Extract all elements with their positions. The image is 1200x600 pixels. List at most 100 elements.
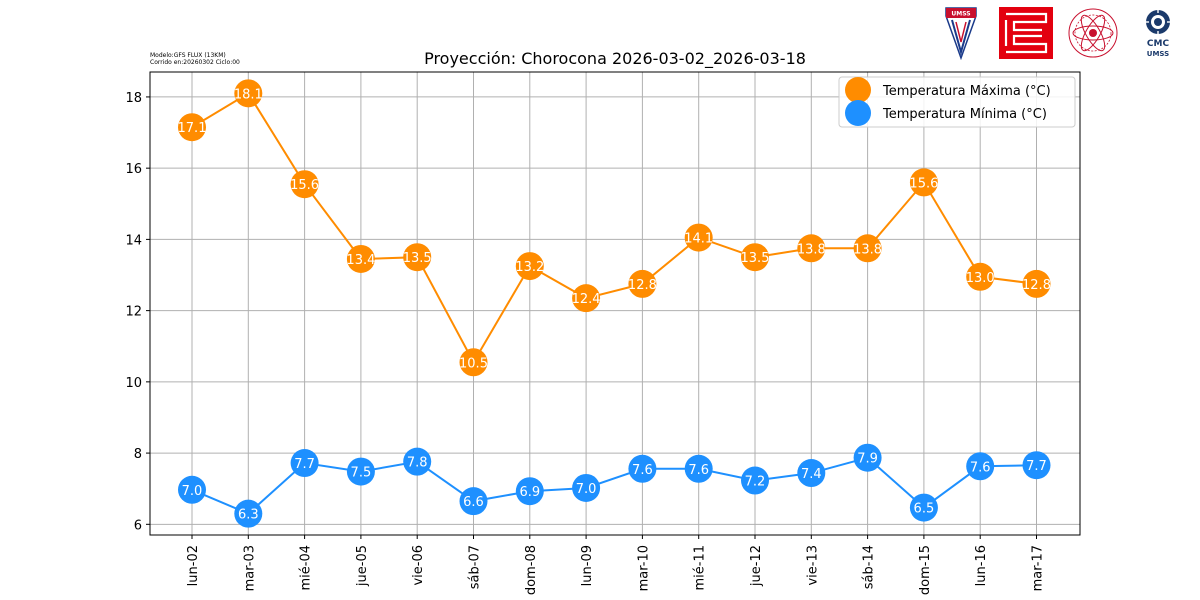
legend-box: [838, 76, 1076, 128]
data-label: 7.6: [632, 463, 653, 478]
legend-label: Temperatura Máxima (°C): [882, 84, 1051, 99]
x-tick-label: mar-10: [636, 545, 651, 591]
data-label: 7.6: [970, 460, 991, 475]
data-point: [966, 452, 995, 481]
data-label: 7.0: [182, 484, 203, 499]
data-point: [403, 447, 432, 476]
model-line: Modelo:GFS FLUX (13KM): [150, 52, 226, 59]
data-label: 6.5: [914, 502, 935, 517]
data-point: [290, 449, 319, 478]
y-tick-label: 6: [134, 518, 142, 533]
series-line: [191, 92, 1037, 365]
x-tick-label: lun-02: [186, 545, 201, 586]
data-point: [515, 477, 544, 506]
x-tick-label: dom-15: [918, 545, 933, 595]
series-layer: 17.1 18.1 15.6 13.4 13.5 10.5 13.2 12.4 12.8 14.1…: [178, 79, 1051, 528]
data-point: [403, 243, 432, 272]
data-point: [346, 457, 375, 486]
chart-title: Proyección: Chorocona 2026-03-02_2026-03…: [424, 49, 806, 69]
x-tick-label: vie-06: [411, 545, 426, 586]
data-point: [346, 244, 375, 273]
y-tick-label: 8: [134, 447, 142, 462]
umss-shield-logo: UMSS: [945, 7, 977, 60]
faculty-seal-logo: [1068, 8, 1118, 58]
data-point: [797, 459, 826, 488]
x-tick-label: dom-08: [524, 545, 539, 595]
data-label: 7.0: [576, 482, 597, 497]
data-point: [966, 262, 995, 291]
data-point: [909, 168, 938, 197]
data-label: 13.8: [797, 242, 826, 257]
umss-label: UMSS: [951, 11, 970, 18]
data-label: 13.4: [346, 253, 375, 268]
y-tick-label: 18: [125, 91, 142, 106]
data-label: 7.5: [351, 466, 372, 481]
legend-marker: [845, 100, 871, 126]
data-label: 7.7: [1026, 459, 1047, 474]
data-label: 12.8: [1022, 278, 1051, 293]
data-point: [628, 269, 657, 298]
legend-marker: [845, 77, 871, 103]
data-point: [741, 466, 769, 495]
grid: [150, 72, 1080, 535]
engineering-maze-logo: [999, 7, 1053, 59]
cmc-sub-label: UMSS: [1147, 50, 1169, 58]
y-tick-label: 14: [125, 233, 142, 248]
institution-logos: UMSS CMC UMSS: [940, 6, 1200, 62]
series-max-temperature: 17.1 18.1 15.6 13.4 13.5 10.5 13.2 12.4 12.8 14.1…: [178, 79, 1051, 377]
run-line: Corrido en:20260302 Ciclo:00: [150, 59, 240, 66]
data-point: [234, 499, 263, 528]
x-tick-label: mié-11: [693, 545, 708, 591]
data-point: [572, 473, 601, 502]
data-point: [1022, 269, 1051, 298]
data-label: 7.4: [801, 467, 822, 482]
data-label: 7.7: [294, 457, 315, 472]
x-tick-label: jue-05: [355, 545, 370, 587]
data-label: 15.6: [909, 176, 938, 191]
data-point: [459, 348, 488, 377]
data-label: 17.1: [178, 121, 207, 136]
axes: lun-02 mar-03 mié-04 jue-05 vie-06 sáb-07 dom-…: [125, 91, 1045, 595]
data-point: [909, 493, 938, 522]
series-line: [191, 456, 1037, 515]
data-point: [853, 443, 882, 472]
data-label: 13.0: [966, 271, 995, 286]
data-point: [178, 475, 206, 504]
x-tick-label: sáb-14: [862, 545, 877, 589]
data-point: [178, 113, 206, 142]
data-label: 13.5: [403, 251, 432, 266]
data-point: [290, 170, 319, 199]
data-point: [234, 79, 263, 108]
y-tick-label: 10: [125, 376, 142, 391]
x-tick-label: lun-09: [580, 545, 595, 586]
data-point: [459, 487, 488, 516]
legend-label: Temperatura Mínima (°C): [882, 107, 1047, 122]
data-point: [1022, 451, 1051, 480]
legend: Temperatura Máxima (°C) Temperatura Mínim…: [838, 76, 1076, 128]
model-run-note: Modelo:GFS FLUX (13KM) Corrido en:202603…: [150, 52, 240, 66]
data-point: [684, 454, 713, 483]
data-label: 7.2: [745, 475, 766, 490]
data-label: 13.5: [741, 251, 770, 266]
data-label: 6.9: [519, 485, 540, 500]
data-point: [853, 234, 882, 263]
y-tick-label: 12: [125, 305, 142, 320]
x-tick-label: vie-13: [805, 545, 820, 586]
x-tick-label: lun-16: [974, 545, 989, 586]
data-label: 12.8: [628, 278, 657, 293]
cmc-label: CMC: [1147, 39, 1170, 49]
data-label: 15.6: [290, 178, 319, 193]
data-point: [515, 252, 544, 281]
data-label: 18.1: [234, 87, 263, 102]
x-tick-label: mié-04: [299, 545, 314, 591]
data-label: 14.1: [684, 232, 713, 247]
plot-frame: [149, 71, 1081, 536]
data-label: 7.6: [688, 463, 709, 478]
cmc-umss-logo: CMC UMSS: [1146, 10, 1170, 58]
x-tick-label: mar-03: [242, 545, 257, 591]
data-label: 6.6: [463, 495, 484, 510]
x-tick-label: jue-12: [749, 545, 764, 587]
x-tick-label: mar-17: [1031, 545, 1046, 591]
y-tick-label: 16: [125, 162, 142, 177]
